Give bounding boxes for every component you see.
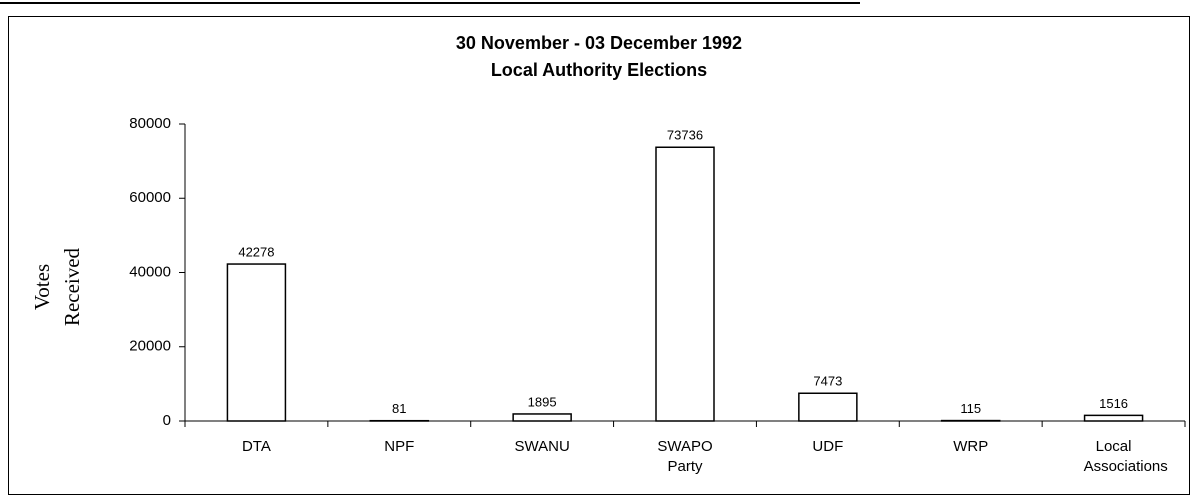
chart-frame <box>8 16 1190 495</box>
bar <box>655 146 715 422</box>
x-tick-label: DTA <box>241 438 271 455</box>
data-label: 7473 <box>813 374 842 389</box>
x-tick-label: SWAPO Party <box>657 438 713 475</box>
x-tick-label: UDF <box>812 438 844 455</box>
data-label: 73736 <box>667 128 703 143</box>
x-tick-label: NPF <box>384 438 415 455</box>
data-label: 42278 <box>238 244 274 259</box>
bar <box>1083 414 1144 422</box>
y-tick-label: 60000 <box>129 189 171 206</box>
x-tick-label: WRP <box>953 438 989 455</box>
data-label: 81 <box>392 401 406 416</box>
chart-title: 30 November - 03 December 1992 <box>456 33 742 53</box>
y-tick-label: 80000 <box>129 115 171 132</box>
y-tick-label: 20000 <box>129 338 171 355</box>
y-tick-label: 0 <box>163 412 171 429</box>
data-label: 115 <box>960 401 981 416</box>
chart-subtitle: Local Authority Elections <box>491 60 707 80</box>
y-tick-label: 40000 <box>129 263 171 280</box>
x-tick-label: SWANU <box>514 438 570 455</box>
bar <box>512 413 572 422</box>
bar <box>226 263 287 422</box>
data-label: 1516 <box>1099 396 1128 411</box>
x-tick-label: Local Associations <box>1083 438 1168 475</box>
bar <box>798 392 858 422</box>
y-axis-label: Votes Received <box>30 247 84 327</box>
data-label: 1895 <box>528 394 557 409</box>
